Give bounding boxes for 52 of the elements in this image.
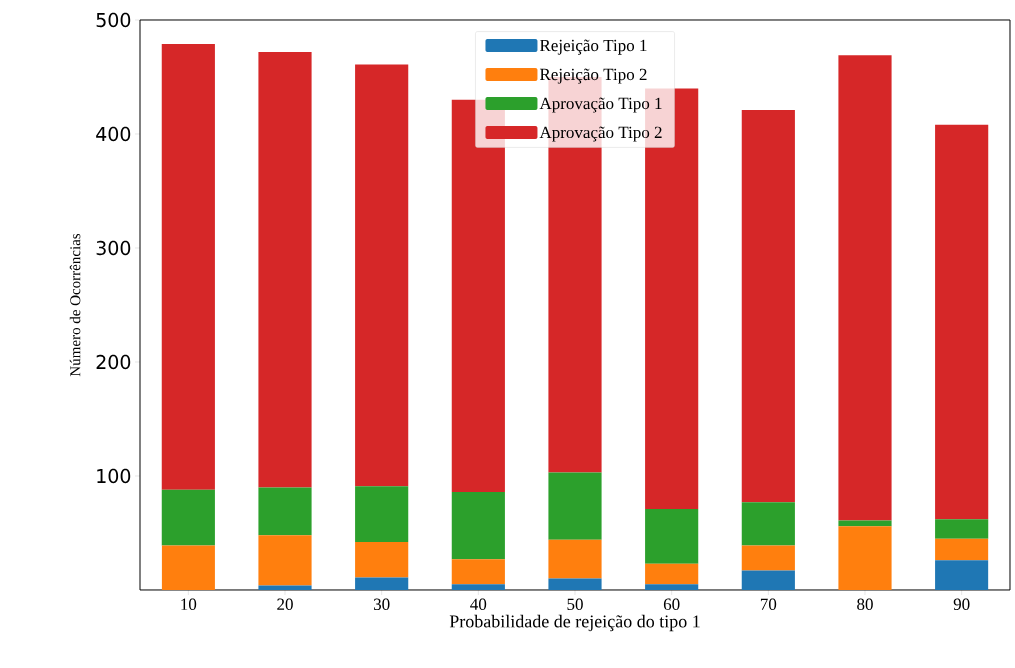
bar [645, 509, 699, 564]
bar [741, 570, 795, 590]
bar [838, 526, 892, 590]
bar [838, 55, 892, 521]
bar [161, 489, 215, 546]
x-tick-label: 80 [857, 598, 873, 610]
y-tick-label: 100 [97, 468, 131, 484]
bar [355, 577, 409, 590]
bar [258, 51, 312, 488]
bar [355, 64, 409, 487]
bar [548, 539, 602, 579]
bar [258, 535, 312, 586]
legend-label: Aprovação Tipo 2 [539, 126, 662, 142]
x-tick-label: 30 [373, 598, 390, 610]
x-tick-label: 70 [760, 598, 777, 610]
x-tick-label: 40 [470, 598, 487, 610]
bar [451, 99, 505, 492]
bar [258, 487, 312, 536]
bar [741, 545, 795, 571]
y-tick-label: 400 [96, 126, 131, 142]
x-tick-label: 50 [567, 598, 583, 610]
bar [741, 502, 795, 546]
bar [161, 43, 215, 490]
bar [451, 584, 505, 590]
bar [935, 538, 989, 561]
bar [838, 520, 892, 527]
x-tick-label: 90 [953, 598, 970, 610]
x-tick-label: 20 [277, 598, 293, 610]
bar [451, 491, 505, 560]
x-tick-label: 60 [663, 598, 680, 610]
y-tick-label: 200 [96, 354, 131, 370]
bar [355, 542, 409, 578]
y-tick-label: 300 [96, 240, 131, 256]
legend-label: Aprovação Tipo 1 [539, 97, 662, 113]
bar [645, 584, 699, 590]
x-axis-title: Probabilidade de rejeição do tipo 1 [449, 614, 700, 632]
x-tick-label: 10 [181, 598, 197, 610]
bar [451, 559, 505, 585]
legend-label: Rejeição Tipo 1 [539, 39, 647, 55]
bar [935, 124, 989, 520]
bar [645, 563, 699, 585]
bar [258, 585, 312, 590]
bar [935, 560, 989, 590]
bar [355, 486, 409, 543]
bar [935, 519, 989, 539]
bar [548, 578, 602, 590]
y-tick-label: 500 [96, 12, 131, 28]
y-axis-title: Número de Ocorrências [69, 233, 81, 377]
bar [161, 545, 215, 590]
legend-label: Rejeição Tipo 2 [539, 68, 647, 84]
bar [741, 110, 795, 503]
bar [548, 472, 602, 540]
